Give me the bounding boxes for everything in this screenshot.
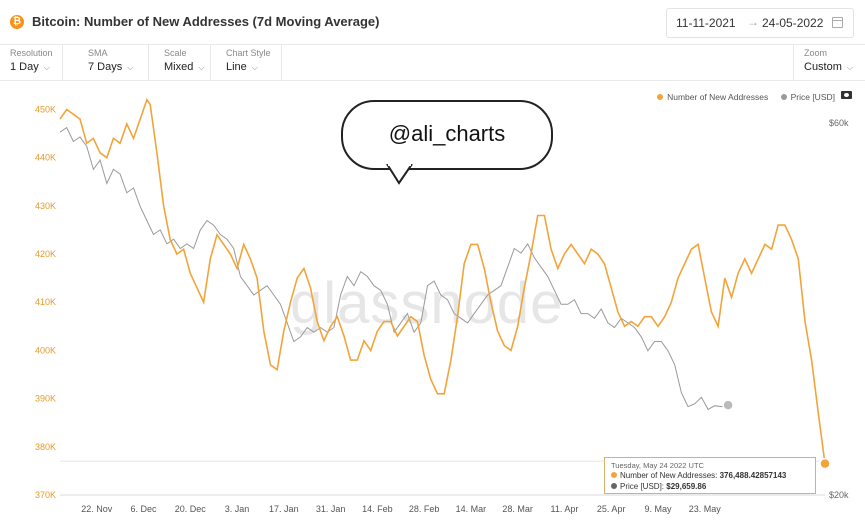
y-tick-left: 390K (35, 394, 56, 404)
arrow-right-icon: → (747, 15, 759, 29)
legend-item-addresses[interactable]: Number of New Addresses (657, 92, 768, 102)
zoom-select[interactable]: Zoom Custom ⌵ (793, 44, 865, 80)
watermark: glassnode (290, 271, 564, 336)
legend-dot (780, 94, 787, 100)
x-tick-label: 6. Dec (131, 504, 158, 514)
scale-select[interactable]: Scale Mixed ⌵ (154, 44, 211, 80)
chart-tooltip: Tuesday, May 24 2022 UTC Number of New A… (604, 457, 816, 494)
resolution-value[interactable]: 1 Day ⌵ (10, 61, 50, 73)
x-tick-label: 23. May (689, 504, 722, 514)
series-line-addresses (59, 98, 826, 464)
x-tick-label: 20. Dec (175, 504, 207, 514)
y-tick-right: $60k (829, 118, 849, 128)
tooltip-date: Tuesday, May 24 2022 UTC (611, 461, 704, 470)
zoom-label: Zoom (804, 48, 828, 58)
y-tick-left: 410K (35, 297, 56, 307)
x-tick-label: 17. Jan (269, 504, 299, 514)
camera-icon[interactable] (841, 91, 852, 99)
y-tick-right: $20k (829, 490, 849, 500)
chart-legend: Number of New Addresses Price [USD] (647, 92, 835, 102)
x-tick-label: 28. Feb (409, 504, 440, 514)
y-tick-left: 450K (35, 104, 56, 114)
bitcoin-icon: ₿ (10, 15, 24, 29)
x-tick-label: 28. Mar (502, 504, 533, 514)
y-tick-left: 380K (35, 442, 56, 452)
price-hover-point (722, 399, 734, 411)
y-tick-left: 430K (35, 201, 56, 211)
chevron-down-icon: ⌵ (198, 63, 205, 72)
date-range-picker[interactable]: 11-11-2021 → 24-05-2022 (666, 8, 854, 38)
bubble-text: @ali_charts (388, 121, 506, 146)
chart-header: ₿ Bitcoin: Number of New Addresses (7d M… (0, 0, 865, 45)
chart-style-label: Chart Style (226, 48, 271, 58)
tooltip-dot (611, 472, 617, 478)
speech-bubble-tail (386, 164, 413, 185)
sma-value[interactable]: 7 Days ⌵ (88, 61, 134, 73)
chart-style-value[interactable]: Line ⌵ (226, 61, 258, 73)
y-tick-left: 440K (35, 153, 56, 163)
speech-bubble: @ali_charts (341, 100, 553, 170)
y-tick-left: 400K (35, 345, 56, 355)
resolution-label: Resolution (10, 48, 53, 58)
x-tick-label: 25. Apr (597, 504, 626, 514)
zoom-value[interactable]: Custom ⌵ (804, 61, 853, 73)
date-end[interactable]: 24-05-2022 (762, 16, 824, 30)
date-start[interactable]: 11-11-2021 (676, 16, 736, 30)
x-tick-label: 22. Nov (81, 504, 113, 514)
x-tick-label: 3. Jan (225, 504, 250, 514)
scale-label: Scale (164, 48, 187, 58)
sma-label: SMA (88, 48, 108, 58)
tooltip-row-addresses: Number of New Addresses: 376,488.4285714… (611, 471, 786, 480)
chevron-down-icon: ⌵ (127, 63, 134, 72)
x-tick-label: 14. Mar (456, 504, 487, 514)
chevron-down-icon: ⌵ (43, 63, 50, 72)
x-tick-label: 11. Apr (551, 504, 579, 514)
legend-dot (657, 94, 664, 100)
addresses-hover-point (819, 457, 831, 470)
resolution-select[interactable]: Resolution 1 Day ⌵ (0, 44, 63, 80)
chevron-down-icon: ⌵ (251, 63, 258, 72)
sma-select[interactable]: SMA 7 Days ⌵ (78, 44, 149, 80)
calendar-icon[interactable] (832, 17, 843, 28)
y-tick-left: 370K (35, 490, 56, 500)
tooltip-dot (611, 483, 617, 489)
chevron-down-icon: ⌵ (846, 63, 853, 72)
chart-style-select[interactable]: Chart Style Line ⌵ (216, 44, 282, 80)
x-tick-label: 14. Feb (362, 504, 393, 514)
tooltip-row-price: Price [USD]: $29,659.86 (611, 482, 706, 491)
x-tick-label: 9. May (644, 504, 672, 514)
scale-value[interactable]: Mixed ⌵ (164, 61, 205, 73)
x-tick-label: 31. Jan (316, 504, 346, 514)
y-tick-left: 420K (35, 249, 56, 259)
chart-title: Bitcoin: Number of New Addresses (7d Mov… (32, 14, 380, 29)
chart-controls: Resolution 1 Day ⌵ SMA 7 Days ⌵ Scale Mixe… (0, 44, 865, 81)
legend-item-price[interactable]: Price [USD] (780, 92, 835, 102)
